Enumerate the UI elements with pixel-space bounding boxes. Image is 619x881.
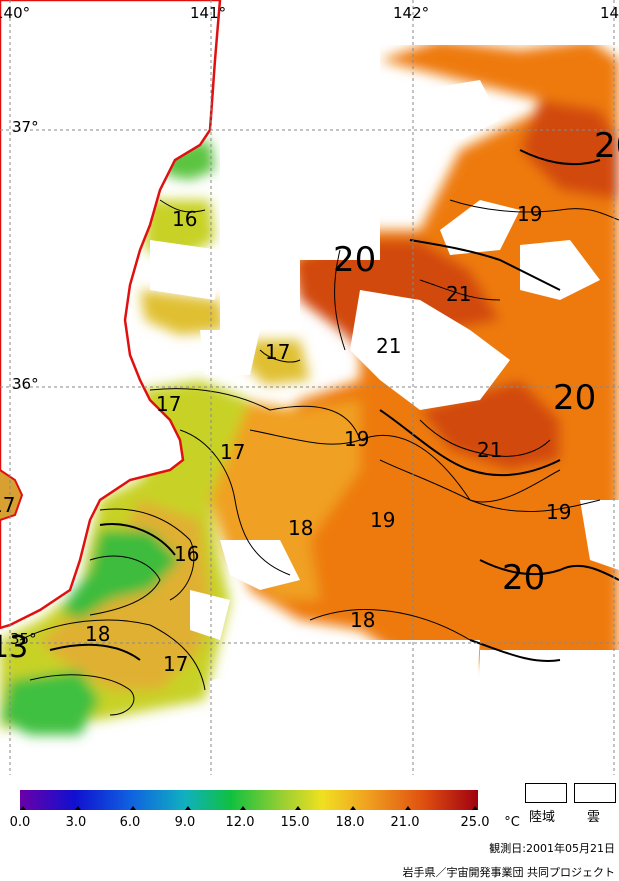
longitude-label-140: 140° <box>0 4 31 22</box>
latitude-label-35: 35° <box>10 630 37 648</box>
temperature-color-scale <box>20 790 478 810</box>
contour-label: 17 <box>265 340 291 364</box>
contour-label-large: 20 <box>333 240 377 280</box>
contour-label: 16 <box>172 207 198 231</box>
legend-tick-label: 12.0 <box>225 815 255 830</box>
legend-tick-label: 18.0 <box>335 815 365 830</box>
contour-label-large: 20 <box>553 378 597 418</box>
contour-label: 19 <box>517 202 543 226</box>
contour-label: 21 <box>477 438 503 462</box>
isotherm-lines <box>19 199 619 716</box>
contour-label: 21 <box>376 334 402 358</box>
contour-label: 18 <box>350 608 376 632</box>
contour-label: 19 <box>546 500 572 524</box>
legend-tick-label: 9.0 <box>174 815 196 830</box>
legend-tick-label: 6.0 <box>119 815 141 830</box>
latitude-label-37: 37° <box>12 118 39 136</box>
legend-tick-label: 25.0 <box>460 815 490 830</box>
land-legend-label: 陸域 <box>529 810 556 825</box>
cloud-mask <box>150 20 619 775</box>
cloud-legend-label: 雲 <box>587 810 601 825</box>
legend-unit: °C <box>504 815 520 830</box>
contour-label: 18 <box>85 622 111 646</box>
longitude-label-141: 141° <box>190 4 227 22</box>
credit-line: 岩手県／宇宙開発事業団 共同プロジェクト <box>402 866 616 879</box>
land-legend-swatch <box>525 783 567 803</box>
contour-label: 17 <box>220 440 246 464</box>
legend-tick-label: 0.0 <box>9 815 31 830</box>
contour-label: 19 <box>370 508 396 532</box>
land-mass <box>0 0 222 630</box>
contour-label: 17 <box>163 652 189 676</box>
longitude-label-143: 14 <box>600 4 619 22</box>
latitude-label-36: 36° <box>12 375 39 393</box>
observation-date: 観測日:2001年05月21日 <box>489 842 615 855</box>
sea-surface-temperature-map <box>0 0 619 775</box>
contour-label-large: 20 <box>594 126 619 166</box>
contour-label-large: 20 <box>502 558 546 598</box>
longitude-label-142: 142° <box>393 4 430 22</box>
legend-tick-label: 21.0 <box>390 815 420 830</box>
contour-label: 18 <box>288 516 314 540</box>
graticule <box>0 0 619 775</box>
isotherm-lines-bold <box>49 149 619 662</box>
contour-label: 16 <box>174 542 200 566</box>
contour-label: 21 <box>446 282 472 306</box>
contour-label: 17 <box>156 392 182 416</box>
cloud-legend-swatch <box>574 783 616 803</box>
contour-label: 17 <box>0 493 16 517</box>
contour-label: 19 <box>344 427 370 451</box>
contour-label-large: 13 <box>0 630 29 665</box>
legend-tick-label: 3.0 <box>65 815 87 830</box>
legend-tick-label: 15.0 <box>280 815 310 830</box>
